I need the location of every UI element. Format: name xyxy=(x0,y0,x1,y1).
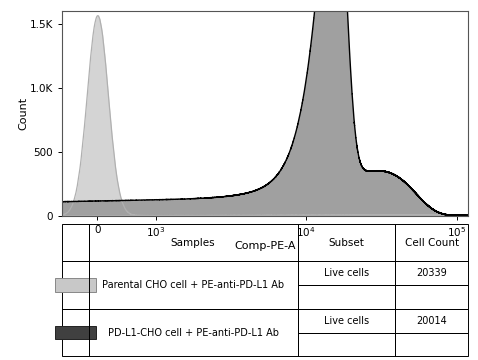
Text: Live cells: Live cells xyxy=(324,316,369,326)
Text: PD-L1-CHO cell + PE-anti-PD-L1 Ab: PD-L1-CHO cell + PE-anti-PD-L1 Ab xyxy=(108,328,279,338)
Bar xyxy=(298,224,395,261)
Bar xyxy=(298,309,395,333)
Y-axis label: Count: Count xyxy=(18,97,28,130)
Bar xyxy=(395,261,468,285)
Bar xyxy=(62,309,88,356)
Bar xyxy=(88,224,298,261)
Bar xyxy=(395,224,468,261)
Text: Live cells: Live cells xyxy=(324,268,369,278)
Text: 20014: 20014 xyxy=(416,316,447,326)
Bar xyxy=(55,278,96,292)
Text: 20339: 20339 xyxy=(416,268,447,278)
Bar xyxy=(395,285,468,309)
Text: Cell Count: Cell Count xyxy=(405,238,459,248)
Bar xyxy=(395,333,468,356)
Bar xyxy=(62,224,88,261)
Bar xyxy=(88,261,298,309)
Bar xyxy=(55,326,96,339)
Text: Samples: Samples xyxy=(171,238,216,248)
X-axis label: Comp-PE-A: Comp-PE-A xyxy=(235,241,296,251)
Bar xyxy=(88,309,298,356)
Text: Subset: Subset xyxy=(328,238,365,248)
Bar xyxy=(395,309,468,333)
Text: Parental CHO cell + PE-anti-PD-L1 Ab: Parental CHO cell + PE-anti-PD-L1 Ab xyxy=(102,280,284,290)
Bar xyxy=(62,261,88,309)
Bar xyxy=(298,261,395,285)
Bar xyxy=(298,333,395,356)
Bar xyxy=(298,285,395,309)
